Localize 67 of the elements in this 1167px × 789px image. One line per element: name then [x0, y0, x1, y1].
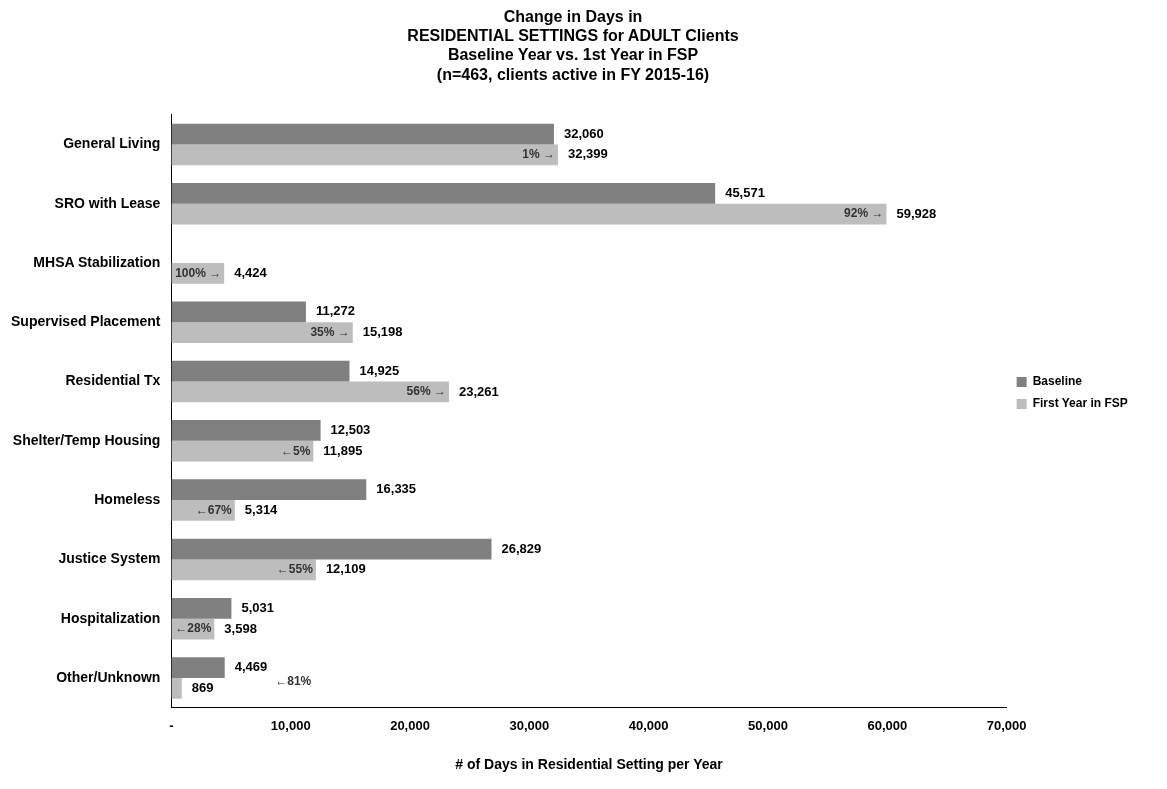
data-label: 5,031 — [241, 599, 274, 615]
data-label: 26,829 — [501, 540, 542, 556]
data-label: 59,928 — [896, 205, 937, 221]
bar — [171, 144, 558, 166]
bar — [171, 677, 182, 699]
data-label: 12,109 — [325, 561, 366, 577]
data-label: 32,060 — [563, 125, 604, 141]
y-tick-label: Supervised Placement — [10, 313, 161, 330]
data-label: 869 — [191, 679, 214, 695]
bar — [171, 538, 492, 560]
y-tick-label: Homeless — [94, 490, 161, 507]
y-tick-label: Shelter/Temp Housing — [12, 431, 161, 448]
data-label: 16,335 — [376, 481, 417, 497]
annotation: 92% → — [844, 206, 884, 221]
x-tick-label: 40,000 — [628, 717, 669, 733]
x-tick-label: 10,000 — [270, 717, 311, 733]
annotation: 100% → — [175, 265, 222, 280]
y-tick-label: Other/Unknown — [56, 668, 161, 685]
data-label: 4,424 — [234, 264, 268, 280]
annotation: 35% → — [310, 324, 350, 339]
bar — [171, 301, 306, 323]
annotation: ←55% — [276, 562, 314, 577]
data-label: 12,503 — [330, 422, 371, 438]
bar — [171, 123, 554, 145]
bar — [171, 597, 232, 619]
chart-title: Change in Days in RESIDENTIAL SETTINGS for ADULT Clients Baseline Year vs. 1st Year in FSP (n=463, clients active in FY 2015-16) — [407, 8, 739, 83]
annotation: ←67% — [195, 502, 233, 517]
data-label: 11,895 — [323, 442, 363, 458]
data-label: 11,272 — [315, 303, 355, 319]
x-tick-label: - — [169, 717, 174, 733]
bar — [171, 182, 716, 204]
x-axis-title: # of Days in Residential Setting per Year — [455, 756, 724, 773]
x-tick-label: 50,000 — [748, 717, 788, 733]
bar — [171, 322, 353, 344]
x-tick-label: 20,000 — [390, 717, 430, 733]
annotation: ←28% — [175, 621, 212, 636]
data-label: 4,469 — [234, 659, 268, 675]
y-tick-label: SRO with Lease — [54, 194, 161, 211]
data-label: 45,571 — [725, 184, 765, 200]
bar — [171, 381, 449, 403]
y-tick-label: General Living — [63, 135, 161, 152]
data-label: 3,598 — [224, 620, 257, 636]
bar — [171, 360, 350, 382]
data-label: 14,925 — [359, 362, 400, 378]
legend-label: First Year in FSP — [1032, 396, 1128, 411]
data-label: 32,399 — [567, 146, 608, 162]
data-label: 23,261 — [458, 383, 499, 399]
y-tick-label: Justice System — [58, 550, 161, 567]
bar — [171, 440, 314, 462]
legend-label: Baseline — [1032, 374, 1083, 389]
y-tick-label: MHSA Stabilization — [33, 253, 161, 270]
bar — [171, 559, 316, 581]
annotation: 1% → — [522, 147, 555, 162]
annotation: ←81% — [275, 674, 312, 689]
y-tick-label: Residential Tx — [65, 372, 161, 389]
x-tick-label: 70,000 — [986, 717, 1027, 733]
data-label: 15,198 — [362, 324, 403, 340]
data-label: 5,314 — [244, 502, 279, 518]
bar — [171, 657, 225, 678]
annotation: ←5% — [280, 443, 311, 458]
x-tick-label: 30,000 — [509, 717, 550, 733]
bar — [171, 420, 321, 441]
y-tick-label: Hospitalization — [60, 609, 161, 626]
annotation: 56% → — [406, 384, 446, 399]
x-tick-label: 60,000 — [867, 717, 908, 733]
bar — [171, 479, 367, 501]
bar — [171, 203, 887, 225]
